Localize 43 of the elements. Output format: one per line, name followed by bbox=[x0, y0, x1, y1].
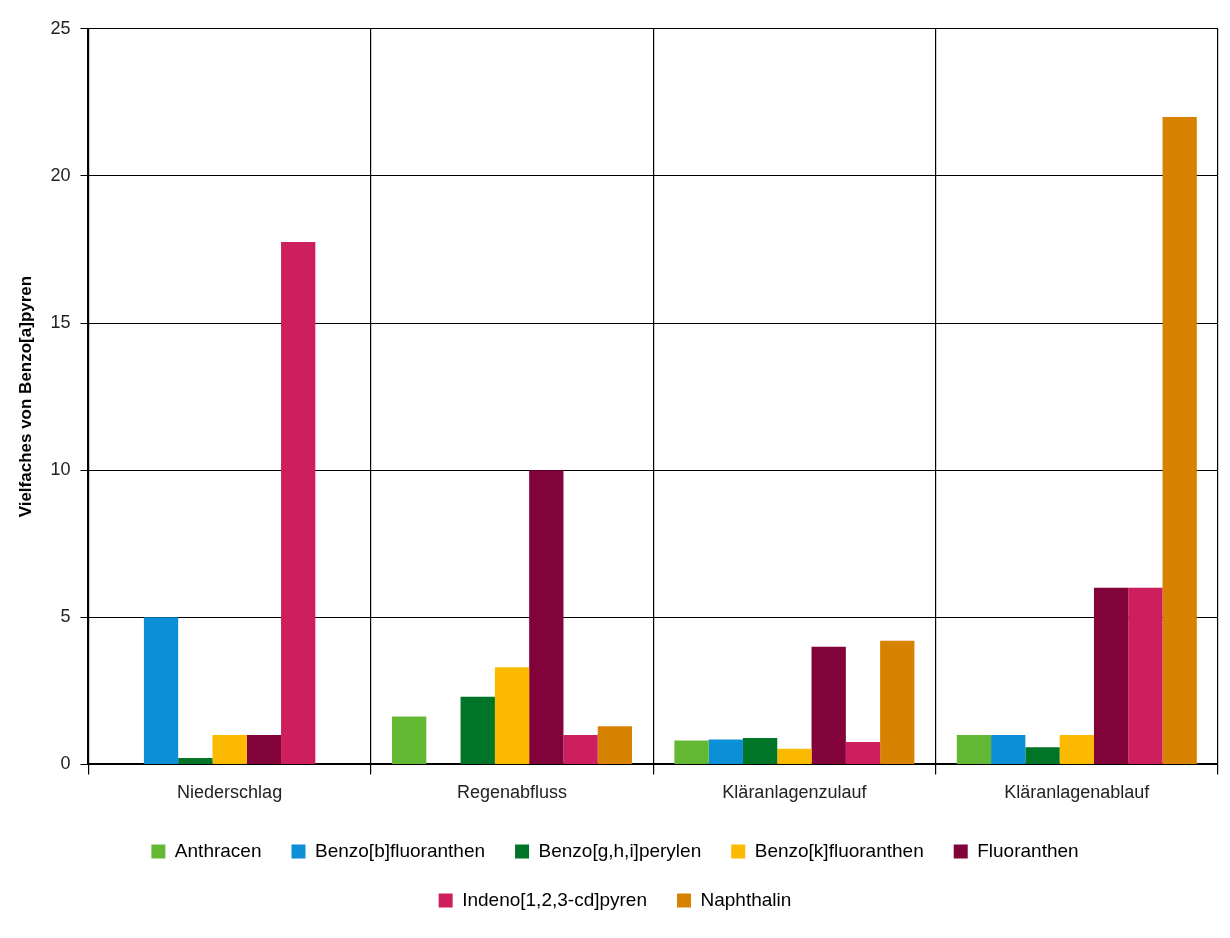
y-tick-label: 0 bbox=[60, 753, 71, 774]
bar bbox=[246, 734, 282, 764]
bar bbox=[811, 646, 846, 764]
bar bbox=[777, 748, 812, 764]
bar bbox=[1128, 587, 1163, 764]
bar bbox=[991, 734, 1026, 764]
y-axis-title: Vielfaches von Benzo[a]pyren bbox=[15, 275, 35, 518]
bar bbox=[529, 470, 564, 764]
bar bbox=[1093, 587, 1129, 764]
bar bbox=[212, 734, 247, 764]
x-tick-label: Kläranlagenablauf bbox=[1004, 782, 1151, 803]
legend-label: Anthracen bbox=[174, 839, 262, 861]
bar bbox=[674, 740, 709, 764]
bar bbox=[708, 739, 743, 764]
bar bbox=[880, 640, 915, 764]
bar bbox=[281, 242, 316, 764]
y-tick-label: 15 bbox=[50, 312, 71, 333]
y-tick-label: 25 bbox=[50, 17, 71, 38]
legend-label: Fluoranthen bbox=[977, 839, 1079, 861]
bar bbox=[597, 726, 633, 764]
x-tick-label: Kläranlagenzulauf bbox=[722, 782, 868, 803]
legend-label: Benzo[k]fluoranthen bbox=[754, 839, 924, 861]
bar bbox=[742, 737, 778, 764]
bar bbox=[143, 617, 179, 764]
legend-label: Indeno[1,2,3-cd]pyren bbox=[462, 888, 648, 910]
bar bbox=[494, 667, 530, 764]
x-tick-label: Regenabfluss bbox=[456, 782, 568, 803]
x-tick-label: Niederschlag bbox=[177, 782, 283, 803]
legend-label: Benzo[g,h,i]perylen bbox=[538, 839, 702, 861]
bar bbox=[178, 757, 213, 764]
bar bbox=[1025, 747, 1060, 764]
bar bbox=[1059, 734, 1094, 764]
y-tick-label: 5 bbox=[60, 606, 71, 627]
y-tick-label: 20 bbox=[50, 164, 71, 185]
bar bbox=[956, 734, 992, 764]
bar bbox=[845, 742, 881, 764]
bar bbox=[392, 716, 427, 764]
legend-label: Benzo[b]fluoranthen bbox=[314, 839, 486, 861]
legend-label: Naphthalin bbox=[700, 888, 792, 910]
y-tick-label: 10 bbox=[50, 459, 71, 480]
bar bbox=[563, 734, 598, 764]
bar bbox=[1162, 117, 1197, 764]
bar bbox=[460, 696, 495, 764]
